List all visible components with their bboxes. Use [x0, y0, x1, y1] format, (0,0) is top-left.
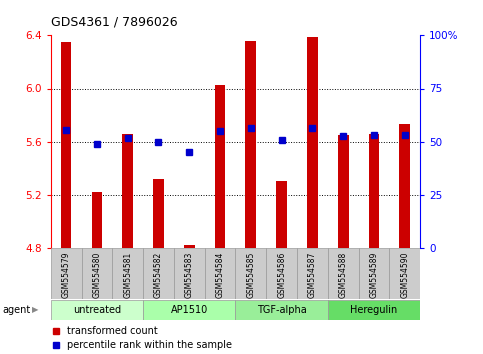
Bar	[143, 299, 236, 320]
Bar	[236, 248, 266, 299]
Bar	[51, 248, 82, 299]
Bar	[122, 133, 133, 248]
Bar	[276, 181, 287, 248]
Bar	[112, 248, 143, 299]
Text: GSM554582: GSM554582	[154, 252, 163, 298]
Text: AP1510: AP1510	[170, 305, 208, 315]
Text: percentile rank within the sample: percentile rank within the sample	[67, 340, 232, 350]
Bar	[153, 179, 164, 248]
Text: transformed count: transformed count	[67, 326, 158, 336]
Text: GSM554587: GSM554587	[308, 252, 317, 298]
Bar	[184, 245, 195, 248]
Bar	[245, 41, 256, 248]
Text: GSM554588: GSM554588	[339, 252, 348, 298]
Bar	[369, 133, 380, 248]
Text: GSM554589: GSM554589	[369, 252, 379, 298]
Bar	[328, 248, 358, 299]
Bar	[51, 299, 143, 320]
Bar	[82, 248, 112, 299]
Bar	[91, 192, 102, 248]
Text: Heregulin: Heregulin	[350, 305, 398, 315]
Bar	[266, 248, 297, 299]
Text: agent: agent	[2, 305, 30, 315]
Bar	[143, 248, 174, 299]
Text: untreated: untreated	[73, 305, 121, 315]
Bar	[358, 248, 389, 299]
Bar	[399, 124, 410, 248]
Bar	[328, 299, 420, 320]
Text: GSM554583: GSM554583	[185, 252, 194, 298]
Bar	[214, 85, 226, 248]
Text: GSM554580: GSM554580	[92, 252, 101, 298]
Text: ▶: ▶	[32, 305, 39, 314]
Bar	[297, 248, 328, 299]
Text: GSM554590: GSM554590	[400, 252, 409, 298]
Text: GSM554585: GSM554585	[246, 252, 256, 298]
Bar	[307, 37, 318, 248]
Text: GDS4361 / 7896026: GDS4361 / 7896026	[51, 16, 177, 29]
Bar	[236, 299, 328, 320]
Text: GSM554584: GSM554584	[215, 252, 225, 298]
Text: GSM554581: GSM554581	[123, 252, 132, 298]
Bar	[338, 135, 349, 248]
Text: GSM554579: GSM554579	[62, 252, 71, 298]
Bar	[205, 248, 236, 299]
Text: GSM554586: GSM554586	[277, 252, 286, 298]
Bar	[389, 248, 420, 299]
Bar	[174, 248, 205, 299]
Text: TGF-alpha: TGF-alpha	[257, 305, 307, 315]
Bar	[61, 42, 71, 248]
